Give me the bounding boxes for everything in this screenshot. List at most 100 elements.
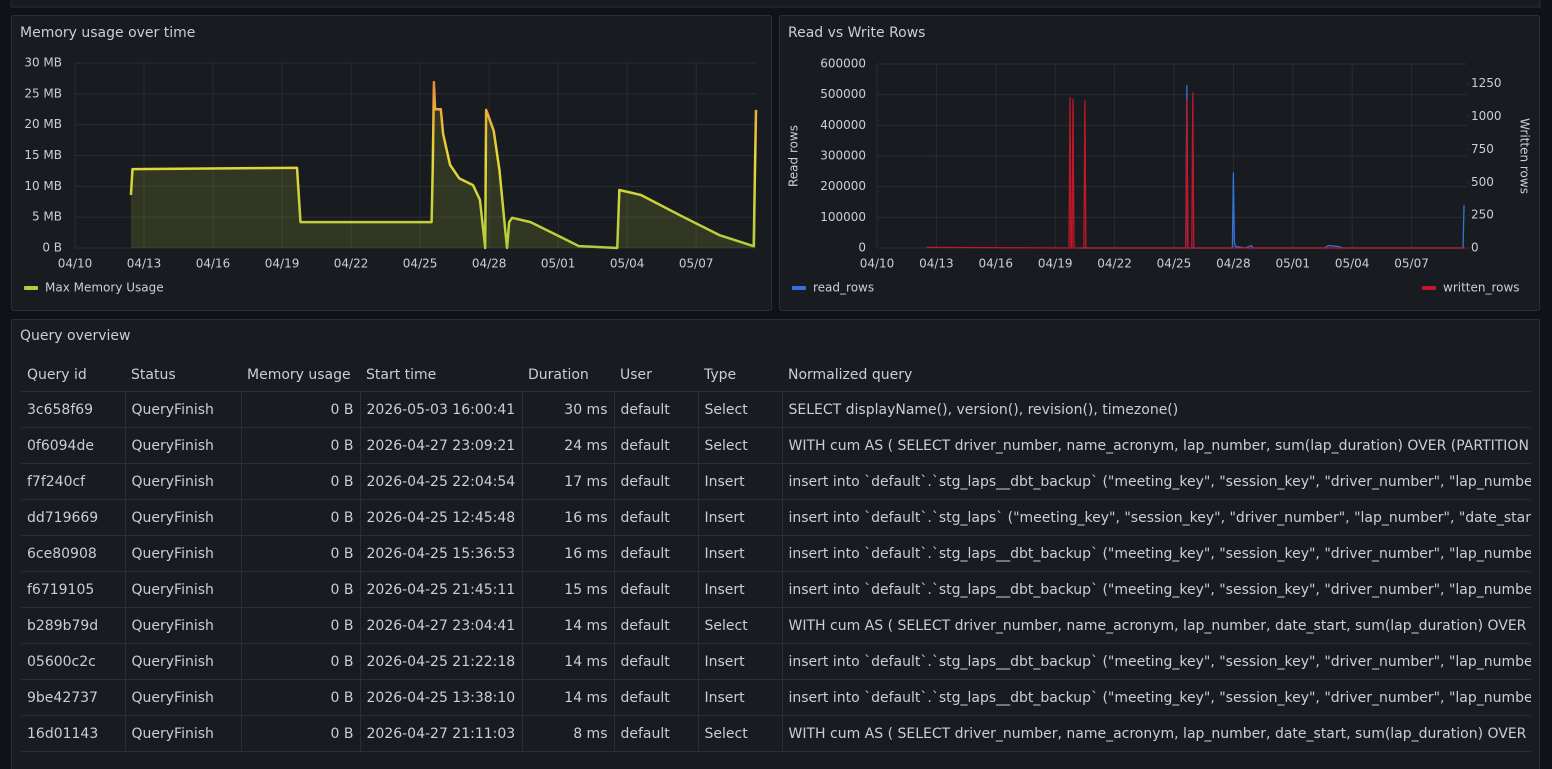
table-cell: default [613,715,698,752]
area [130,82,756,249]
column-header[interactable]: Type [698,359,782,392]
table-cell: QueryFinish [124,715,241,752]
table-cell: 17 ms [521,463,614,500]
header-row: Query id Status Memory usage Start time Dura… [21,359,1531,392]
legend-label: Max Memory Usage [45,281,164,295]
table-cell: 16 ms [521,499,614,536]
table-cell: 14 ms [521,679,614,716]
table-cell: 0 B [240,463,360,500]
table-cell: 16d01143 [21,715,125,752]
table-cell: default [613,571,698,608]
table-cell: 0 B [240,391,360,428]
table-cell: 0 B [240,535,360,572]
table-cell: 2026-04-27 23:04:41 [359,607,522,644]
table-cell: Select [697,715,782,752]
y2-tick-label: 1000 [1471,109,1502,123]
table-cell: Insert [697,499,782,536]
y-tick-label: 25 MB [24,86,62,100]
table-cell: 24 ms [521,427,614,464]
table-cell: 2026-04-27 21:11:03 [359,715,522,752]
table-cell: default [613,391,698,428]
table-cell: QueryFinish [124,607,241,644]
table-cell: 14 ms [521,643,614,680]
table-cell: QueryFinish [124,571,241,608]
table-row: f7f240cf QueryFinish 0 B 2026-04-25 22:04:5… [21,463,1531,500]
y-tick-label: 5 MB [32,210,62,224]
x-tick-label: 04/16 [978,257,1013,271]
table-cell: Insert [697,643,782,680]
table-cell: insert into `default`.`stg_laps__dbt_bac… [781,643,1531,680]
column-header[interactable]: Normalized query [782,359,1531,392]
table-cell: Select [697,607,782,644]
y2-tick-label: 750 [1471,142,1494,156]
x-tick-label: 05/07 [679,257,714,271]
table-cell: WITH cum AS ( SELECT driver_number, name… [781,607,1531,644]
x-tick-label: 04/10 [58,257,93,271]
table-cell: 9be42737 [21,679,125,716]
y-tick-label: 100000 [820,210,866,224]
y-tick-label: 30 MB [24,56,62,70]
x-tick-label: 04/19 [1038,257,1073,271]
table-cell: Select [697,427,782,464]
x-tick-label: 05/01 [541,257,576,271]
table-cell: Insert [697,571,782,608]
table-cell: 8 ms [521,715,614,752]
column-header[interactable]: User [614,359,698,392]
query-table: Query id Status Memory usage Start time Dura… [21,359,1531,752]
y-tick-label: 0 B [42,241,62,255]
legend-label: read_rows [813,281,874,295]
legend-swatch [1422,286,1436,290]
column-header[interactable]: Query id [21,359,125,392]
x-tick-label: 05/01 [1275,257,1310,271]
table-cell: default [613,643,698,680]
table-row: 0f6094de QueryFinish 0 B 2026-04-27 23:09:2… [21,427,1531,464]
panel-title: Read vs Write Rows [788,25,925,41]
table-cell: WITH cum AS ( SELECT driver_number, name… [781,427,1531,464]
table-cell: QueryFinish [124,535,241,572]
x-tick-label: 04/22 [334,257,369,271]
x-tick-label: 04/13 [127,257,162,271]
table-cell: 3c658f69 [21,391,125,428]
table-cell: Insert [697,535,782,572]
y-axis-label: Read rows [787,125,801,187]
x-tick-label: 04/28 [1216,257,1251,271]
x-tick-label: 04/22 [1097,257,1132,271]
x-tick-label: 04/16 [196,257,231,271]
table-row: 9be42737 QueryFinish 0 B 2026-04-25 13:38:1… [21,679,1531,716]
table-cell: insert into `default`.`stg_laps__dbt_bac… [781,535,1531,572]
column-header[interactable]: Start time [360,359,522,392]
table-cell: 14 ms [521,607,614,644]
table-cell: f7f240cf [21,463,125,500]
column-header[interactable]: Duration [522,359,614,392]
y-tick-label: 0 [858,241,866,255]
table-cell: 2026-05-03 16:00:41 [359,391,522,428]
x-tick-label: 04/28 [472,257,507,271]
table-cell: Insert [697,463,782,500]
table-cell: insert into `default`.`stg_laps` ("meeti… [781,499,1531,536]
column-header[interactable]: Memory usage [241,359,360,392]
table-cell: Insert [697,679,782,716]
table-cell: WITH cum AS ( SELECT driver_number, name… [781,715,1531,752]
table-cell: 0 B [240,643,360,680]
table-cell: 0 B [240,679,360,716]
table-cell: QueryFinish [124,499,241,536]
legend-swatch [792,286,806,290]
table-row: 3c658f69 QueryFinish 0 B 2026-05-03 16:00:4… [21,391,1531,428]
table-cell: 0 B [240,571,360,608]
table-cell: insert into `default`.`stg_laps__dbt_bac… [781,463,1531,500]
table-cell: 15 ms [521,571,614,608]
panel [11,15,772,311]
table-row: f6719105 QueryFinish 0 B 2026-04-25 21:45:1… [21,571,1531,608]
table-cell: Select [697,391,782,428]
x-tick-label: 05/04 [1335,257,1370,271]
table-cell: 0 B [240,715,360,752]
table-cell: default [613,499,698,536]
table-row: 6ce80908 QueryFinish 0 B 2026-04-25 15:36:5… [21,535,1531,572]
column-header[interactable]: Status [125,359,241,392]
table-cell: default [613,463,698,500]
y-tick-label: 400000 [820,118,866,132]
y-tick-label: 20 MB [24,117,62,131]
y-tick-label: 10 MB [24,179,62,193]
panel-title: Query overview [20,328,131,344]
